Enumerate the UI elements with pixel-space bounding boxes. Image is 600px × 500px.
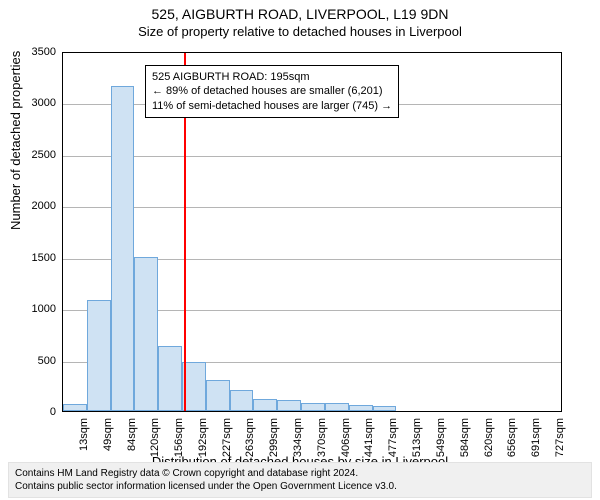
plot-area: 525 AIGBURTH ROAD: 195sqm ← 89% of detac… [62,52,562,412]
y-tick-label: 500 [26,355,56,367]
x-tick-label: 334sqm [292,418,304,457]
histogram-bar [230,390,254,411]
annotation-line-3: 11% of semi-detached houses are larger (… [152,99,392,113]
x-tick-label: 513sqm [411,418,423,457]
histogram-bar [277,400,301,411]
y-tick-label: 3000 [26,97,56,109]
histogram-bar [349,405,373,411]
histogram-bar [111,86,135,411]
y-axis-label: Number of detached properties [8,51,23,230]
x-tick-label: 584sqm [459,418,471,457]
x-tick-label: 49sqm [102,418,114,451]
x-tick-label: 299sqm [268,418,280,457]
histogram-bar [63,404,87,411]
copyright-line-1: Contains HM Land Registry data © Crown c… [15,467,585,480]
annotation-line-2: ← 89% of detached houses are smaller (6,… [152,84,392,98]
x-tick-label: 84sqm [126,418,138,451]
annotation-box: 525 AIGBURTH ROAD: 195sqm ← 89% of detac… [145,65,399,118]
x-tick-label: 406sqm [340,418,352,457]
annotation-line-1: 525 AIGBURTH ROAD: 195sqm [152,70,392,84]
gridline [63,207,561,208]
x-tick-label: 620sqm [483,418,495,457]
x-tick-label: 263sqm [245,418,257,457]
histogram-bar [158,346,182,411]
x-tick-label: 192sqm [197,418,209,457]
title-sub: Size of property relative to detached ho… [0,24,600,39]
x-tick-label: 549sqm [435,418,447,457]
title-block: 525, AIGBURTH ROAD, LIVERPOOL, L19 9DN S… [0,0,600,39]
copyright-box: Contains HM Land Registry data © Crown c… [8,462,592,498]
copyright-line-2: Contains public sector information licen… [15,480,585,493]
gridline [63,156,561,157]
chart-figure: 525 AIGBURTH ROAD: 195sqm ← 89% of detac… [62,52,562,412]
x-tick-label: 120sqm [149,418,161,457]
histogram-bar [325,403,349,411]
y-tick-label: 1500 [26,252,56,264]
title-main: 525, AIGBURTH ROAD, LIVERPOOL, L19 9DN [0,6,600,22]
y-tick-label: 1000 [26,303,56,315]
x-tick-label: 656sqm [506,418,518,457]
x-tick-label: 477sqm [387,418,399,457]
y-tick-label: 3500 [26,46,56,58]
x-tick-label: 691sqm [530,418,542,457]
y-tick-label: 2000 [26,200,56,212]
histogram-bar [87,300,111,411]
histogram-bar [301,403,325,411]
x-tick-label: 156sqm [173,418,185,457]
x-tick-label: 727sqm [554,418,566,457]
x-tick-label: 227sqm [221,418,233,457]
y-tick-label: 2500 [26,149,56,161]
histogram-bar [206,380,230,411]
x-tick-label: 441sqm [364,418,376,457]
x-tick-label: 13sqm [78,418,90,451]
histogram-bar [373,406,397,411]
histogram-bar [253,399,277,411]
histogram-bar [134,257,158,411]
x-tick-label: 370sqm [316,418,328,457]
y-tick-label: 0 [26,406,56,418]
page-root: 525, AIGBURTH ROAD, LIVERPOOL, L19 9DN S… [0,0,600,500]
